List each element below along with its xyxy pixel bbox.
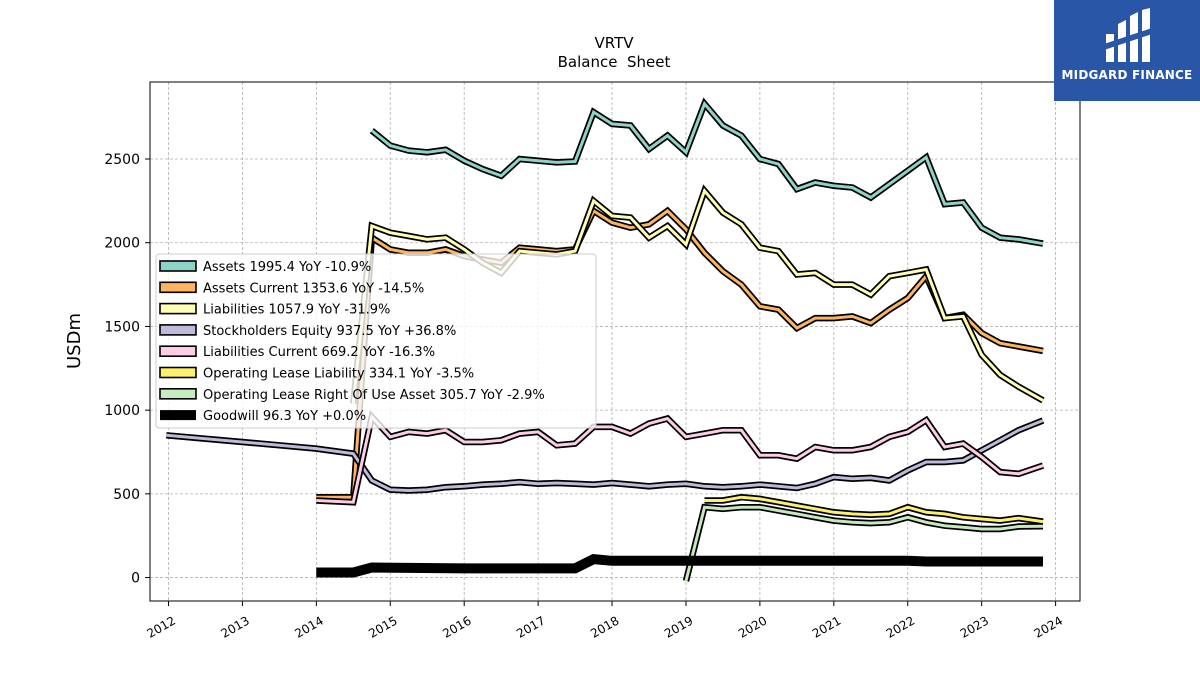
series-line-liabilities <box>351 187 1044 404</box>
x-tick-label-0: 2012 <box>145 613 178 640</box>
y-tick-label-4: 2000 <box>104 236 140 252</box>
legend-box <box>155 253 597 429</box>
chart-title: VRTV <box>594 34 634 52</box>
legend-label-operating-lease-liability: Operating Lease Liability 334.1 YoY -3.5… <box>203 367 474 382</box>
x-tick-label-7: 2019 <box>662 613 695 640</box>
x-tick-label-11: 2023 <box>958 613 991 640</box>
y-tick-label-2: 1000 <box>104 403 140 419</box>
x-tick-label-5: 2017 <box>514 613 547 640</box>
legend-swatch-assets <box>159 260 197 272</box>
series-line-operating-lease-liability <box>704 495 1044 524</box>
legend-label-assets-current: Assets Current 1353.6 YoY -14.5% <box>203 281 424 296</box>
x-tick-label-3: 2015 <box>366 613 399 640</box>
series-line-operating-lease-right-of-use-asset <box>684 505 1044 582</box>
x-tick-label-2: 2014 <box>292 613 325 640</box>
x-axis: 2012 2013 2014 2015 2016 2017 2018 2019 2020 2021… <box>145 601 1065 641</box>
legend-label-liabilities: Liabilities 1057.9 YoY -31.9% <box>203 303 390 318</box>
y-axis-label: USDm <box>64 313 85 369</box>
legend-swatch-operating-lease-liability <box>159 366 197 379</box>
y-tick-label-1: 500 <box>113 487 140 503</box>
plot-frame <box>149 81 1081 602</box>
series-line-stockholders-equity <box>166 419 1044 493</box>
legend-swatch-stockholders-equity <box>159 324 197 336</box>
legend-label-operating-lease-right-of-use-asset: Operating Lease Right Of Use Asset 305.7… <box>203 388 545 403</box>
legend-label-assets: Assets 1995.4 YoY -10.9% <box>203 260 371 275</box>
legend: Assets 1995.4 YoY -10.9% Assets Current 1… <box>155 253 597 429</box>
x-tick-label-8: 2020 <box>736 613 769 640</box>
y-axis: 0 500 1000 1500 2000 2500 <box>104 152 150 587</box>
x-tick-label-4: 2016 <box>440 613 473 640</box>
x-tick-label-6: 2018 <box>588 613 621 640</box>
y-tick-label-3: 1500 <box>104 319 140 335</box>
brand-logo: MIDGARD FINANCE <box>1054 0 1200 101</box>
x-tick-label-10: 2022 <box>884 613 917 640</box>
chart-subtitle: Balance Sheet <box>558 53 671 71</box>
legend-swatch-liabilities-current <box>159 345 197 358</box>
legend-label-stockholders-equity: Stockholders Equity 937.5 YoY +36.8% <box>203 324 456 339</box>
y-tick-label-5: 2500 <box>104 152 140 168</box>
series-line-assets-current <box>316 208 1044 499</box>
legend-swatch-liabilities <box>159 302 197 315</box>
series-lines <box>166 97 1045 582</box>
x-tick-label-12: 2024 <box>1032 613 1065 640</box>
series-line-assets <box>370 100 1044 246</box>
legend-swatch-operating-lease-right-of-use-asset <box>159 387 197 400</box>
x-tick-label-1: 2013 <box>218 613 251 640</box>
y-tick-label-0: 0 <box>131 571 140 587</box>
brand-name: MIDGARD FINANCE <box>1061 68 1193 82</box>
legend-label-liabilities-current: Liabilities Current 669.2 YoY -16.3% <box>203 345 435 360</box>
legend-label-goodwill: Goodwill 96.3 YoY +0.0% <box>203 409 366 424</box>
x-tick-label-9: 2021 <box>810 613 843 640</box>
legend-swatch-goodwill <box>160 410 196 421</box>
legend-swatch-assets-current <box>159 281 197 294</box>
series-line-liabilities-current <box>316 413 1044 504</box>
series-line-goodwill <box>316 553 1043 578</box>
midgard-logo-icon <box>1104 8 1152 62</box>
